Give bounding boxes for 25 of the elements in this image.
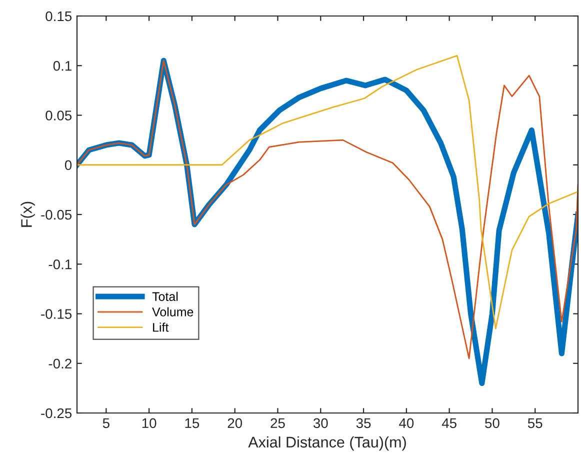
legend-label: Lift [153, 322, 169, 332]
x-tick-label: 5 [102, 418, 110, 428]
y-tick-label: -0.25 [41, 408, 72, 418]
y-tick-label: 0.1 [53, 60, 72, 71]
y-axis-title: F(x) [20, 202, 35, 227]
y-tick-label: 0.05 [46, 110, 72, 120]
y-tick-label: 0.15 [46, 11, 72, 22]
x-axis-title: Axial Distance (Tau)(m) [248, 436, 406, 451]
y-tick-label: -0.15 [41, 309, 72, 319]
x-tick-label: 35 [356, 418, 371, 428]
y-tick-label: 0 [64, 160, 72, 170]
x-tick-label: 50 [485, 418, 500, 428]
x-tick-label: 10 [142, 418, 156, 428]
x-tick-label: 15 [185, 418, 200, 428]
y-tick-label: -0.2 [48, 358, 72, 369]
x-tick-label: 45 [442, 418, 456, 428]
x-tick-label: 30 [313, 418, 328, 428]
x-tick-label: 40 [399, 418, 414, 428]
x-tick-label: 55 [528, 418, 542, 428]
x-tick-label: 20 [228, 418, 242, 428]
y-tick-label: -0.05 [41, 210, 72, 220]
y-tick-label: -0.1 [48, 259, 72, 270]
legend-label: Volume [152, 307, 194, 316]
x-tick-label: 25 [270, 418, 285, 428]
legend-label: Total [152, 292, 178, 301]
